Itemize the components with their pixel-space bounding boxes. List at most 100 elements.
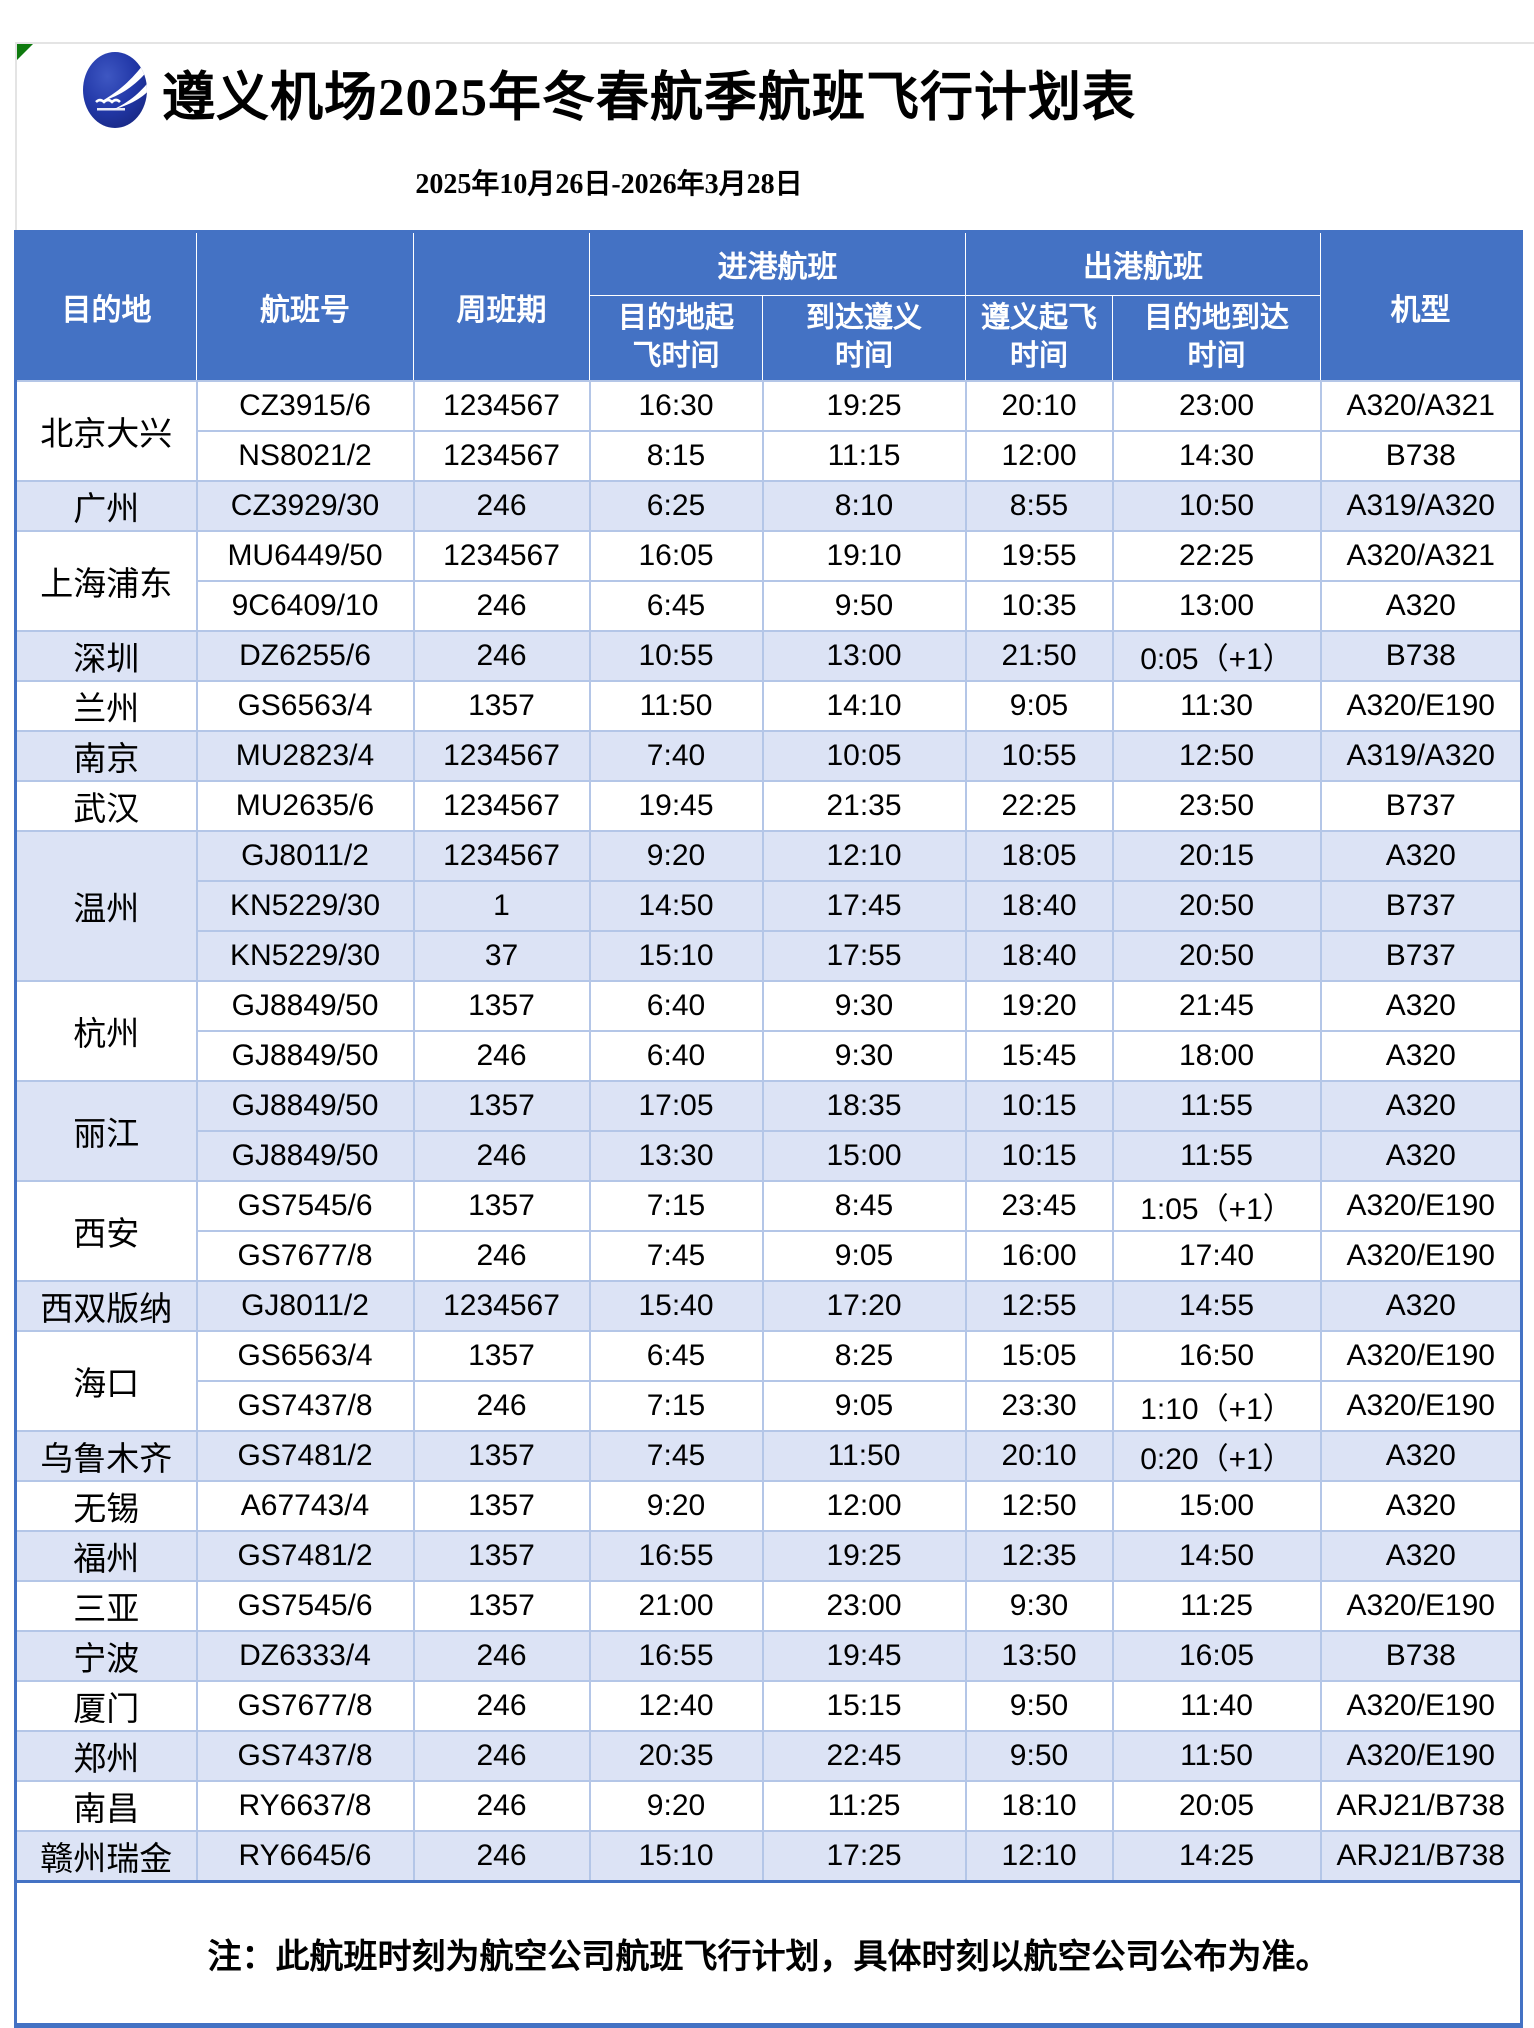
destination-cell: 北京大兴 <box>14 380 198 482</box>
days-cell: 246 <box>412 1230 591 1282</box>
out-arr-cell: 11:55 <box>1111 1130 1322 1182</box>
in-dep-cell: 15:40 <box>588 1280 764 1332</box>
out-dep-cell: 19:20 <box>964 980 1114 1032</box>
aircraft-cell: A320/E190 <box>1319 1580 1523 1632</box>
days-cell: 1357 <box>412 1180 591 1232</box>
in-dep-cell: 7:45 <box>588 1230 764 1282</box>
out-dep-cell: 16:00 <box>964 1230 1114 1282</box>
flight-no-cell: GJ8849/50 <box>195 1030 415 1082</box>
destination-cell: 福州 <box>14 1530 198 1582</box>
out-dep-cell: 13:50 <box>964 1630 1114 1682</box>
out-arr-cell: 1:10（+1） <box>1111 1380 1322 1432</box>
in-dep-cell: 16:05 <box>588 530 764 582</box>
in-dep-cell: 17:05 <box>588 1080 764 1132</box>
days-cell: 1234567 <box>412 1280 591 1332</box>
airport-logo-icon <box>82 50 148 135</box>
out-arr-cell: 0:20（+1） <box>1111 1430 1322 1482</box>
flight-no-cell: GS7545/6 <box>195 1580 415 1632</box>
in-arr-cell: 9:30 <box>761 980 967 1032</box>
in-arr-cell: 9:50 <box>761 580 967 632</box>
days-cell: 1357 <box>412 1530 591 1582</box>
days-cell: 1357 <box>412 1330 591 1382</box>
date-range: 2025年10月26日-2026年3月28日 <box>415 169 803 200</box>
days-cell: 1 <box>412 880 591 932</box>
in-dep-cell: 7:40 <box>588 730 764 782</box>
header-outbound-arr: 目的地到达 时间 <box>1112 295 1321 382</box>
in-arr-cell: 8:10 <box>761 480 967 532</box>
table-row: 福州 GS7481/2 1357 16:55 19:25 12:35 14:50 A320 <box>14 1530 1523 1582</box>
destination-cell: 深圳 <box>14 630 198 682</box>
table-row: 兰州 GS6563/4 1357 11:50 14:10 9:05 11:30 A320/E1… <box>14 680 1523 732</box>
out-dep-cell: 18:05 <box>964 830 1114 882</box>
table-row: 9C6409/10 246 6:45 9:50 10:35 13:00 A320 <box>16 580 1523 632</box>
aircraft-cell: B737 <box>1319 780 1523 832</box>
table-header: 目的地 航班号 周班期 进港航班 出港航班 机型 目的地起 飞时间 到达遵义 时… <box>15 231 1522 382</box>
flight-no-cell: GJ8849/50 <box>195 1130 415 1182</box>
out-dep-cell: 15:05 <box>964 1330 1114 1382</box>
days-cell: 246 <box>412 1380 591 1432</box>
aircraft-cell: A319/A320 <box>1319 730 1523 782</box>
aircraft-cell: B738 <box>1319 430 1523 482</box>
days-cell: 246 <box>412 630 591 682</box>
out-dep-cell: 10:35 <box>964 580 1114 632</box>
table-row: 赣州瑞金 RY6645/6 246 15:10 17:25 12:10 14:25 ARJ21… <box>14 1830 1523 1883</box>
in-dep-cell: 6:25 <box>588 480 764 532</box>
aircraft-cell: A320 <box>1319 1430 1523 1482</box>
in-dep-cell: 15:10 <box>588 930 764 982</box>
out-dep-cell: 12:55 <box>964 1280 1114 1332</box>
in-arr-cell: 21:35 <box>761 780 967 832</box>
out-arr-cell: 23:50 <box>1111 780 1322 832</box>
in-dep-cell: 14:50 <box>588 880 764 932</box>
aircraft-cell: A320 <box>1319 830 1523 882</box>
destination-cell: 西安 <box>14 1180 198 1282</box>
header-destination: 目的地 <box>15 231 197 382</box>
out-arr-cell: 17:40 <box>1111 1230 1322 1282</box>
out-dep-cell: 20:10 <box>964 380 1114 432</box>
in-arr-cell: 17:20 <box>761 1280 967 1332</box>
destination-cell: 海口 <box>14 1330 198 1432</box>
flight-no-cell: DZ6255/6 <box>195 630 415 682</box>
in-arr-cell: 15:15 <box>761 1680 967 1732</box>
table-row: 南京 MU2823/4 1234567 7:40 10:05 10:55 12:50 A319… <box>14 730 1523 782</box>
flight-no-cell: MU2635/6 <box>195 780 415 832</box>
out-arr-cell: 1:05（+1） <box>1111 1180 1322 1232</box>
aircraft-cell: A320 <box>1319 580 1523 632</box>
days-cell: 1234567 <box>412 730 591 782</box>
days-cell: 246 <box>412 1830 591 1883</box>
destination-cell: 厦门 <box>14 1680 198 1732</box>
out-dep-cell: 18:10 <box>964 1780 1114 1832</box>
in-arr-cell: 9:30 <box>761 1030 967 1082</box>
flight-no-cell: CZ3915/6 <box>195 380 415 432</box>
title-block: 遵义机场2025年冬春航季航班飞行计划表 <box>14 50 1204 135</box>
in-dep-cell: 7:45 <box>588 1430 764 1482</box>
destination-cell: 武汉 <box>14 780 198 832</box>
destination-cell: 西双版纳 <box>14 1280 198 1332</box>
out-arr-cell: 13:00 <box>1111 580 1322 632</box>
table-row: 南昌 RY6637/8 246 9:20 11:25 18:10 20:05 ARJ21/B7… <box>14 1780 1523 1832</box>
footnote: 注：此航班时刻为航空公司航班飞行计划，具体时刻以航空公司公布为准。 <box>15 1880 1522 2026</box>
destination-cell: 温州 <box>14 830 198 982</box>
in-arr-cell: 11:15 <box>761 430 967 482</box>
table-row: 西安 GS7545/6 1357 7:15 8:45 23:45 1:05（+1） A320/… <box>14 1180 1523 1282</box>
table-body: 北京大兴 CZ3915/6 1234567 16:30 19:25 20:10 23:00 A… <box>14 380 1523 1883</box>
destination-cell: 上海浦东 <box>14 530 198 632</box>
aircraft-cell: A320/E190 <box>1319 1230 1523 1282</box>
flight-schedule-table: 目的地 航班号 周班期 进港航班 出港航班 机型 目的地起 飞时间 到达遵义 时… <box>14 230 1523 2028</box>
flight-no-cell: GS7437/8 <box>195 1380 415 1432</box>
out-arr-cell: 11:55 <box>1111 1080 1322 1132</box>
page-title: 遵义机场2025年冬春航季航班飞行计划表 <box>162 68 1136 127</box>
days-cell: 1357 <box>412 1080 591 1132</box>
in-arr-cell: 11:50 <box>761 1430 967 1482</box>
out-arr-cell: 21:45 <box>1111 980 1322 1032</box>
table-row: 宁波 DZ6333/4 246 16:55 19:45 13:50 16:05 B738 <box>14 1630 1523 1682</box>
days-cell: 1234567 <box>412 780 591 832</box>
table-row: GS7437/8 246 7:15 9:05 23:30 1:10（+1） A320/E19… <box>16 1380 1523 1432</box>
in-arr-cell: 17:45 <box>761 880 967 932</box>
table-row: 海口 GS6563/4 1357 6:45 8:25 15:05 16:50 A320/E19… <box>14 1330 1523 1432</box>
header-outbound-group: 出港航班 <box>965 231 1321 296</box>
in-dep-cell: 10:55 <box>588 630 764 682</box>
days-cell: 246 <box>412 1130 591 1182</box>
flight-no-cell: GS7481/2 <box>195 1430 415 1482</box>
flight-no-cell: GS7481/2 <box>195 1530 415 1582</box>
out-arr-cell: 0:05（+1） <box>1111 630 1322 682</box>
